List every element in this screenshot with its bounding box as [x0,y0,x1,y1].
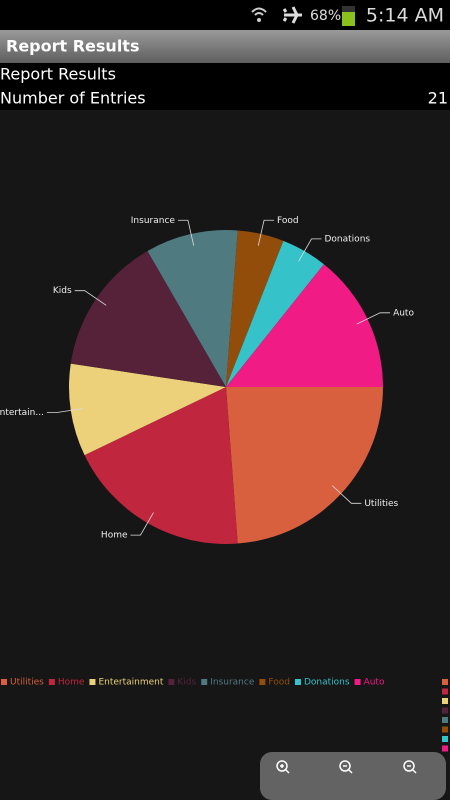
battery-percent: 68% [310,8,341,24]
slice-label: Food [277,216,299,226]
legend: Utilities Home Entertainment Kids Insurance F… [1,678,448,752]
title-bar-text: Report Results [6,37,139,56]
zoom-in[interactable] [276,760,290,774]
legend-label: Donations [304,678,350,688]
legend-swatch [48,679,55,685]
pie-chart: Utilities Home Entertain... Kids Insurance Fo… [0,216,414,544]
pie-slice [226,230,284,387]
legend-side-swatch [442,698,448,704]
title-bar [0,30,450,63]
slice-label: Insurance [131,216,176,226]
pie-slice [84,387,238,544]
legend-swatch [201,679,208,685]
slice-label: Utilities [364,499,398,509]
wifi-icon [251,7,267,16]
entries-value: 21 [428,89,448,108]
wifi-dot [257,18,261,22]
legend-label: Auto [364,678,385,688]
header-title: Report Results [0,65,116,84]
clock: 5:14 AM [366,5,444,27]
header [0,63,450,110]
pie-slice [226,264,383,387]
legend-swatch [354,679,361,685]
legend-swatch [259,679,266,685]
slice-label: Auto [393,308,414,318]
leader-line [356,312,391,325]
slice-label: Kids [53,286,72,296]
pie-slice [226,387,383,544]
entries-label: Number of Entries [0,89,146,108]
legend-side-swatch [442,707,448,714]
legend-side-swatch [442,717,448,723]
legend-side-swatch [442,688,448,695]
legend-label: Utilities [10,678,44,688]
legend-swatch [168,679,175,685]
legend-swatch [1,679,7,685]
slice-label: Home [101,531,128,541]
leader-line [332,485,362,504]
slice-label: Entertain... [0,408,44,418]
leader-line [46,408,83,413]
legend-label: Kids [177,678,196,688]
legend-side-swatch [442,736,448,742]
pie-slice [147,230,238,387]
battery-level [342,12,355,26]
legend-label: Home [58,678,85,688]
legend-swatch [294,679,301,685]
slice-label: Donations [325,234,371,244]
legend-side-swatch [442,745,448,752]
legend-side-swatch [442,679,448,685]
leader-line [177,219,195,246]
zoom-reset[interactable] [403,760,417,774]
zoom-out[interactable] [339,760,353,774]
legend-label: Entertainment [98,678,163,688]
legend-label: Food [268,678,290,688]
pie-slice [70,251,226,387]
pie-slice [226,240,324,387]
leader-line [74,290,107,306]
leader-line [130,512,154,536]
leader-line [298,238,322,262]
legend-label: Insurance [210,678,255,688]
zoom-controls [260,752,446,800]
airplane-icon [282,6,302,24]
status-bar [0,0,450,30]
leader-line [257,219,275,246]
pie-slice [68,363,226,456]
legend-side-swatch [442,726,448,733]
legend-swatch [89,679,96,685]
